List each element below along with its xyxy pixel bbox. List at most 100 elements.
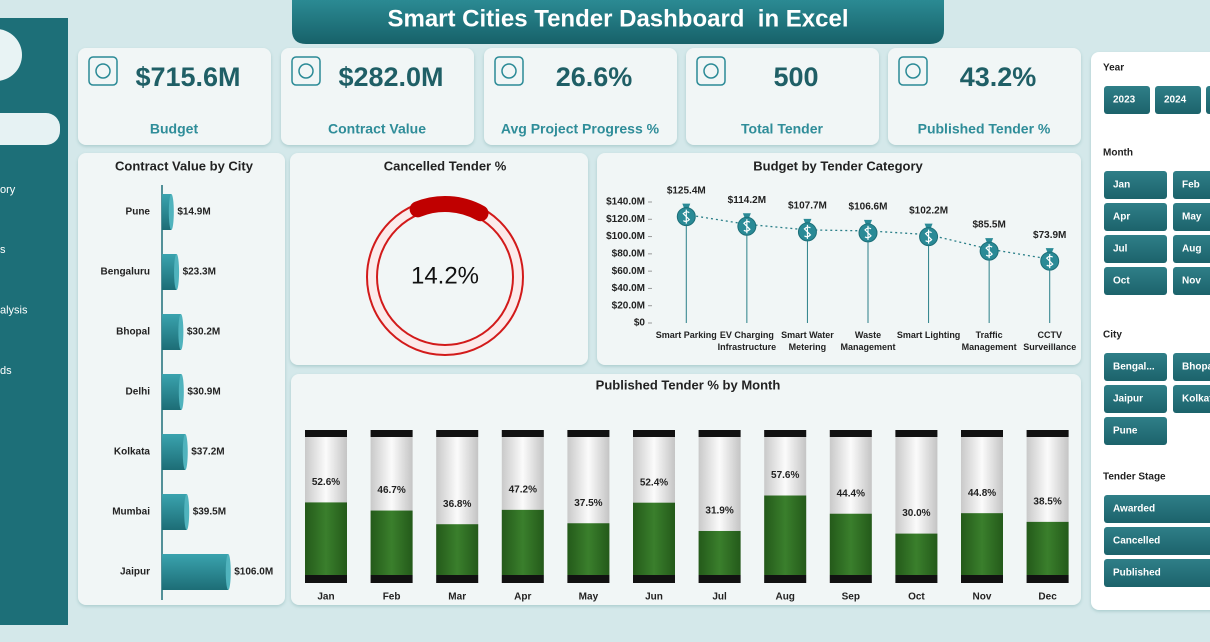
y-tick-label: $140.0M xyxy=(606,197,645,208)
data-label: $85.5M xyxy=(972,220,1005,231)
x-tick-line: Smart Water xyxy=(781,330,834,340)
slicer-button[interactable] xyxy=(1104,417,1167,445)
x-tick-line: Traffic xyxy=(976,330,1003,340)
sidebar-item[interactable]: ds xyxy=(0,365,12,377)
sidebar-item[interactable]: ory xyxy=(0,184,16,196)
slicer-button[interactable] xyxy=(1173,235,1210,263)
slicer-button[interactable] xyxy=(1206,86,1210,114)
y-tick-label: $20.0M xyxy=(612,300,645,311)
marker-glyph xyxy=(803,224,812,239)
bar-cap xyxy=(178,374,184,410)
chart-title: Contract Value by City xyxy=(115,158,254,173)
kpi-icon xyxy=(898,56,928,86)
slicer-button[interactable] xyxy=(1173,171,1210,199)
slicer-button-label[interactable]: Cancelled xyxy=(1113,536,1160,547)
x-tick-label: Sep xyxy=(842,592,860,603)
data-label: $106.0M xyxy=(234,567,273,578)
slicer-button[interactable] xyxy=(1173,203,1210,231)
panel xyxy=(686,48,879,145)
sidebar-logo xyxy=(0,29,22,81)
slicer-button[interactable] xyxy=(1104,235,1167,263)
slicer-button[interactable] xyxy=(1104,353,1167,381)
bar xyxy=(698,530,741,575)
tube-cap xyxy=(829,430,872,437)
bar-cap xyxy=(182,434,188,470)
bar-cap xyxy=(178,314,184,350)
marker-glyph xyxy=(682,209,691,224)
chart-title: Cancelled Tender % xyxy=(384,158,507,173)
sidebar-active[interactable] xyxy=(0,113,60,145)
data-label: $125.4M xyxy=(667,185,706,196)
slicer-button-label[interactable]: Pune xyxy=(1113,426,1138,437)
slicer-button[interactable] xyxy=(1104,559,1210,587)
slicer-button-label[interactable]: 2024 xyxy=(1164,95,1187,106)
kpi-value: 43.2% xyxy=(960,62,1037,92)
slicer-button-label[interactable]: Nov xyxy=(1182,276,1201,287)
slicer-button[interactable] xyxy=(1173,267,1210,295)
tube-cap xyxy=(698,430,741,437)
kpi-value: 26.6% xyxy=(556,62,633,92)
slicer-button-label[interactable]: Awarded xyxy=(1113,504,1155,515)
x-tick-label: Jun xyxy=(645,592,663,603)
bar-cap xyxy=(168,194,174,230)
data-label: 36.8% xyxy=(443,499,471,510)
slicer-button[interactable] xyxy=(1155,86,1201,114)
data-label: $30.2M xyxy=(187,327,220,338)
slicer-button[interactable] xyxy=(1173,385,1210,413)
kpi-icon xyxy=(494,56,524,86)
data-label: $106.6M xyxy=(849,202,888,213)
slicer-button[interactable] xyxy=(1104,203,1167,231)
donut-label: 14.2% xyxy=(411,262,479,289)
kpi-icon xyxy=(298,63,314,79)
data-label: 46.7% xyxy=(377,485,405,496)
kpi-label: Contract Value xyxy=(328,121,426,137)
bar xyxy=(895,533,938,575)
slicer-button[interactable] xyxy=(1104,385,1167,413)
kpi-icon xyxy=(291,56,321,86)
tube-cap xyxy=(436,430,479,437)
slicer-button-label[interactable]: Bengal... xyxy=(1113,362,1155,373)
slicer-button-label[interactable]: Bhopa xyxy=(1182,362,1210,373)
slicer-button-label[interactable]: Oct xyxy=(1113,276,1130,287)
tube-cap xyxy=(895,430,938,437)
slicer-button-label[interactable]: Apr xyxy=(1113,212,1130,223)
slicer-button[interactable] xyxy=(1104,86,1150,114)
data-label: 31.9% xyxy=(705,506,733,517)
slicer-button[interactable] xyxy=(1173,353,1210,381)
slicer-button[interactable] xyxy=(1104,267,1167,295)
panel xyxy=(888,48,1081,145)
slicer-button-label[interactable]: 2023 xyxy=(1113,95,1136,106)
panel xyxy=(291,374,1081,605)
slicer-button-label[interactable]: Aug xyxy=(1182,244,1201,255)
kpi-icon xyxy=(696,56,726,86)
tube-cap xyxy=(829,575,872,583)
slicer-button[interactable] xyxy=(1104,527,1210,555)
slicer-button-label[interactable]: Jan xyxy=(1113,180,1130,191)
x-tick-label: CCTV Surveillance xyxy=(1023,330,1076,352)
bar xyxy=(162,494,187,530)
y-tick-label: Jaipur xyxy=(120,567,150,578)
slicer-button-label[interactable]: May xyxy=(1182,212,1202,223)
slicer-button-label[interactable]: Kolkat xyxy=(1182,394,1210,405)
x-tick-line: Infrastructure xyxy=(718,342,777,352)
slicer-button-label[interactable]: Jul xyxy=(1113,244,1128,255)
y-tick-label: $40.0M xyxy=(612,283,645,294)
sidebar-item[interactable]: s xyxy=(0,244,6,256)
slicer-button[interactable] xyxy=(1104,495,1210,523)
slicer-button-label[interactable]: Jaipur xyxy=(1113,394,1143,405)
chart-title: Published Tender % by Month xyxy=(596,377,781,392)
kpi-icon xyxy=(501,63,517,79)
bar xyxy=(961,513,1003,575)
sidebar-item[interactable]: alysis xyxy=(0,305,28,317)
tube-cap xyxy=(698,575,741,583)
slicer-title: Year xyxy=(1103,63,1124,74)
slicer-button-label[interactable]: Published xyxy=(1113,568,1161,579)
page-title: Smart Cities Tender Dashboard in Excel xyxy=(387,5,848,32)
panel xyxy=(281,48,474,145)
slicer-button[interactable] xyxy=(1104,171,1167,199)
slicer-button-label[interactable]: Feb xyxy=(1182,180,1200,191)
data-label: 44.4% xyxy=(837,488,865,499)
y-tick-label: Mumbai xyxy=(112,507,150,518)
kpi-icon xyxy=(88,56,118,86)
